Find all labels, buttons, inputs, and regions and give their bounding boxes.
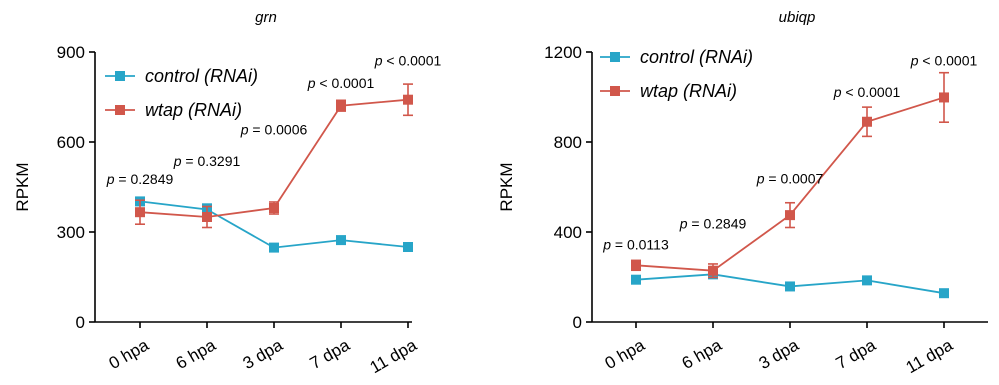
p-symbol: p: [833, 84, 842, 100]
data-point: [708, 265, 718, 276]
x-tick-label: 7 dpa: [833, 335, 880, 373]
p-value-annotation: p = 0.2849: [106, 171, 174, 187]
data-point: [631, 260, 641, 271]
p-value-annotation: p = 0.3291: [173, 153, 241, 169]
x-tick-label: 6 hpa: [679, 335, 726, 373]
p-symbol: p: [106, 171, 115, 187]
data-point: [202, 212, 212, 222]
p-value: = 0.0113: [611, 237, 669, 253]
data-point: [135, 207, 145, 218]
data-point: [631, 274, 641, 285]
p-value: < 0.0001: [316, 75, 375, 91]
p-value: = 0.2849: [115, 171, 174, 187]
data-point: [785, 281, 795, 292]
y-tick-label: 400: [554, 223, 582, 242]
series-1: [135, 83, 413, 229]
p-value: < 0.0001: [383, 53, 442, 69]
y-tick-label: 300: [57, 223, 85, 242]
x-tick-label: 3 dpa: [756, 335, 803, 373]
x-tick-label: 6 hpa: [173, 335, 220, 373]
y-axis-label: RPKM: [497, 162, 516, 211]
y-tick-label: 0: [76, 313, 85, 332]
p-value-annotation: p < 0.0001: [374, 53, 442, 69]
data-point: [862, 275, 872, 286]
y-tick-label: 800: [554, 133, 582, 152]
legend-swatch-marker: [610, 86, 620, 96]
x-tick-label: 0 hpa: [602, 335, 649, 373]
y-tick-label: 1200: [544, 43, 582, 62]
legend-label: control (RNAi): [640, 47, 753, 67]
data-point: [336, 100, 346, 111]
series-1: [631, 71, 949, 279]
p-value: = 0.2849: [688, 216, 747, 232]
legend-label: wtap (RNAi): [640, 81, 737, 101]
p-value-annotation: p = 0.0006: [240, 122, 308, 138]
legend-swatch-marker: [115, 105, 125, 115]
y-tick-label: 900: [57, 43, 85, 62]
p-value-annotation: p = 0.2849: [679, 216, 747, 232]
p-symbol: p: [910, 53, 919, 69]
chart-title: ubiqp: [779, 9, 816, 26]
legend-swatch-marker: [115, 71, 125, 81]
p-symbol: p: [679, 216, 688, 232]
p-value-annotation: p < 0.0001: [910, 53, 978, 69]
p-value: = 0.0007: [765, 171, 824, 187]
x-tick-label: 11 dpa: [367, 335, 421, 377]
legend-label: control (RNAi): [145, 66, 258, 86]
p-value-annotation: p < 0.0001: [833, 84, 901, 100]
chart-title: grn: [255, 9, 277, 26]
p-value-annotation: p = 0.0007: [756, 171, 824, 187]
x-tick-label: 7 dpa: [307, 335, 354, 373]
p-value: < 0.0001: [842, 84, 901, 100]
series-0: [631, 269, 949, 299]
x-tick-label: 11 dpa: [903, 335, 957, 377]
x-tick-label: 0 hpa: [106, 335, 153, 373]
data-point: [336, 235, 346, 246]
p-value-annotation: p = 0.0113: [602, 237, 669, 253]
p-symbol: p: [173, 153, 182, 169]
data-point: [785, 210, 795, 221]
p-value: = 0.3291: [182, 153, 241, 169]
p-symbol: p: [602, 237, 611, 253]
legend-label: wtap (RNAi): [145, 100, 242, 120]
data-point: [862, 116, 872, 127]
data-point: [939, 288, 949, 299]
x-tick-label: 3 dpa: [240, 335, 287, 373]
p-value: = 0.0006: [249, 122, 308, 138]
y-axis-label: RPKM: [13, 162, 32, 211]
data-point: [269, 203, 279, 213]
p-symbol: p: [374, 53, 383, 69]
data-point: [403, 242, 413, 252]
legend-swatch-marker: [610, 52, 620, 62]
p-symbol: p: [756, 171, 765, 187]
data-point: [403, 94, 413, 105]
p-symbol: p: [307, 75, 316, 91]
p-value-annotation: p < 0.0001: [307, 75, 375, 91]
p-symbol: p: [240, 122, 249, 138]
chart-1: ubiqp RPKM 0 400 800 1200 0 hpa 6 hpa 3 dpa 7 dpa…: [497, 9, 988, 377]
p-value: < 0.0001: [919, 53, 978, 69]
data-point: [939, 92, 949, 103]
data-point: [269, 242, 279, 253]
y-tick-label: 600: [57, 133, 85, 152]
chart-0: grn RPKM 0 300 600 900 0 hpa 6 hpa 3 dpa 7 dpa 11 …: [13, 9, 441, 377]
y-tick-label: 0: [573, 313, 582, 332]
